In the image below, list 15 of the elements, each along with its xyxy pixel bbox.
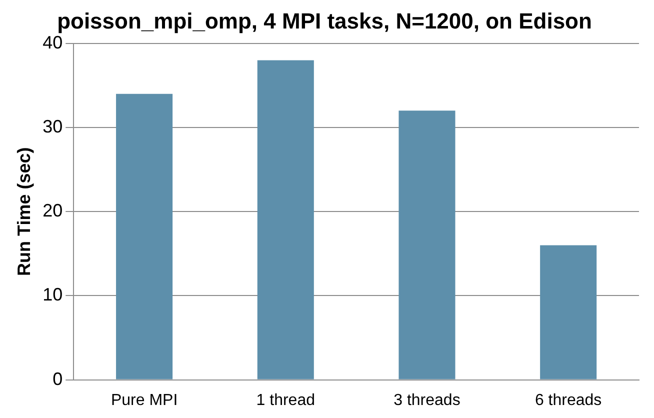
x-tick-label: Pure MPI <box>110 392 178 409</box>
y-tick-label: 0 <box>52 368 63 389</box>
y-tick-label: 40 <box>42 32 63 52</box>
bar <box>257 60 314 380</box>
x-tick-label: 3 threads <box>394 392 460 409</box>
bar <box>116 94 173 380</box>
bar <box>398 110 456 380</box>
bar <box>540 245 597 380</box>
y-tick-label: 30 <box>42 116 63 136</box>
y-tick-label: 20 <box>42 200 63 221</box>
y-tick-label: 10 <box>42 284 63 305</box>
x-tick-label: 1 thread <box>256 392 315 409</box>
chart-title: poisson_mpi_omp, 4 MPI tasks, N=1200, on Edison <box>57 8 592 34</box>
y-axis-title: Run Time (sec) <box>14 147 34 276</box>
x-tick-label: 6 threads <box>534 392 602 409</box>
